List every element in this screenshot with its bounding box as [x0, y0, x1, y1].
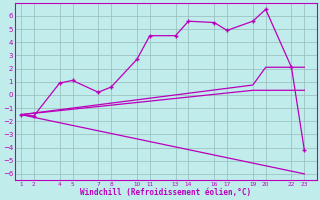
X-axis label: Windchill (Refroidissement éolien,°C): Windchill (Refroidissement éolien,°C) — [80, 188, 252, 197]
